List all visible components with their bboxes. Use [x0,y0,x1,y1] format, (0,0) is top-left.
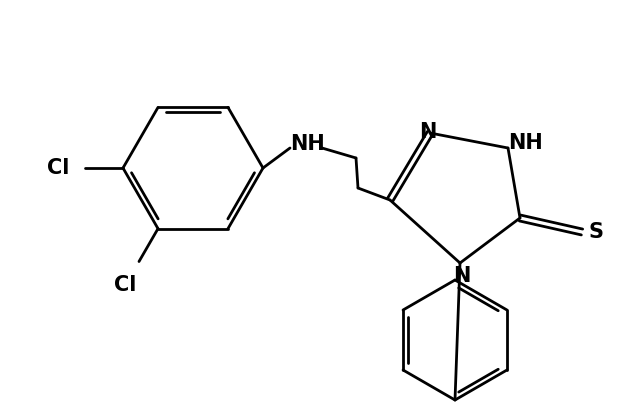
Text: Cl: Cl [115,275,137,295]
Text: NH: NH [509,133,543,153]
Text: N: N [419,122,436,142]
Text: Cl: Cl [47,158,69,178]
Text: N: N [453,266,470,286]
Text: NH: NH [291,134,325,154]
Text: S: S [589,222,604,242]
